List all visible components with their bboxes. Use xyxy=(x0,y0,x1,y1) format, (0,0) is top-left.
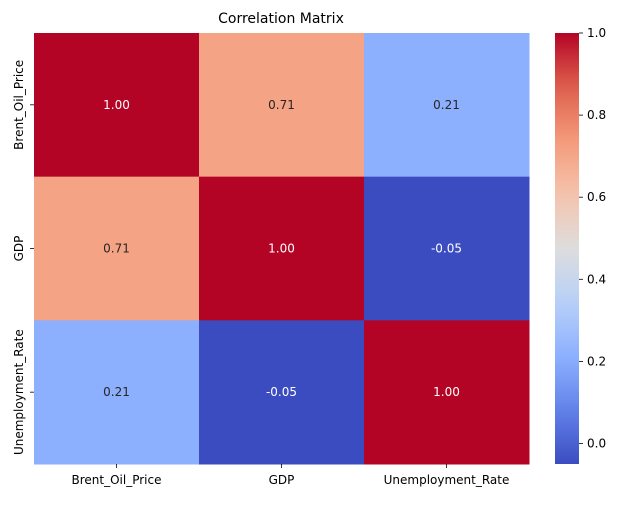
y-tick-label: Brent_Oil_Price xyxy=(12,60,26,150)
colorbar-tick-label: 1.0 xyxy=(587,26,606,40)
y-tick-label: GDP xyxy=(12,236,26,262)
colorbar-scale xyxy=(555,33,579,464)
cell-value-label-r0-c1: 0.71 xyxy=(268,98,295,112)
heatmap-cells xyxy=(34,33,530,465)
x-tick-label: Brent_Oil_Price xyxy=(72,473,162,487)
heatmap-cell-r0-c0 xyxy=(34,33,200,178)
heatmap-cell-labels: 1.00 0.71 0.21 0.71 1.00 -0.05 0.21 -0.05 1.00 xyxy=(103,98,462,399)
cell-value-label-r0-c2: 0.21 xyxy=(433,98,460,112)
cell-value-label-r1-c0: 0.71 xyxy=(103,242,130,256)
cell-value-label-r2-c2: 1.00 xyxy=(433,385,460,399)
heatmap-cell-r2-c1 xyxy=(199,320,365,465)
colorbar-tick-label: 0.8 xyxy=(587,108,606,122)
heatmap-cell-r0-c1 xyxy=(199,33,365,178)
heatmap-cell-r0-c2 xyxy=(364,33,530,178)
chart-title: Correlation Matrix xyxy=(218,11,344,27)
heatmap-cell-r1-c1 xyxy=(199,176,365,321)
cell-value-label-r2-c1: -0.05 xyxy=(266,385,297,399)
cell-value-label-r0-c0: 1.00 xyxy=(103,98,130,112)
heatmap-cell-r1-c0 xyxy=(34,176,200,321)
heatmap-cell-r2-c2 xyxy=(364,320,530,465)
x-axis: Brent_Oil_Price GDP Unemployment_Rate xyxy=(72,464,510,487)
x-tick-label: Unemployment_Rate xyxy=(384,473,510,487)
colorbar-tick-label: 0.0 xyxy=(587,436,606,450)
heatmap-cell-r1-c2 xyxy=(364,176,530,321)
x-tick-label: GDP xyxy=(269,473,295,487)
colorbar-tick-label: 0.6 xyxy=(587,190,606,204)
colorbar-tick-label: 0.4 xyxy=(587,272,606,286)
cell-value-label-r1-c1: 1.00 xyxy=(268,242,295,256)
y-tick-label: Unemployment_Rate xyxy=(12,329,26,455)
colorbar-tick-label: 0.2 xyxy=(587,354,606,368)
y-axis: Brent_Oil_Price GDP Unemployment_Rate xyxy=(12,60,34,455)
cell-value-label-r2-c0: 0.21 xyxy=(103,385,130,399)
heatmap-cell-r2-c0 xyxy=(34,320,200,465)
colorbar: 0.0 0.2 0.4 0.6 0.8 1.0 xyxy=(555,26,606,464)
cell-value-label-r1-c2: -0.05 xyxy=(431,242,462,256)
